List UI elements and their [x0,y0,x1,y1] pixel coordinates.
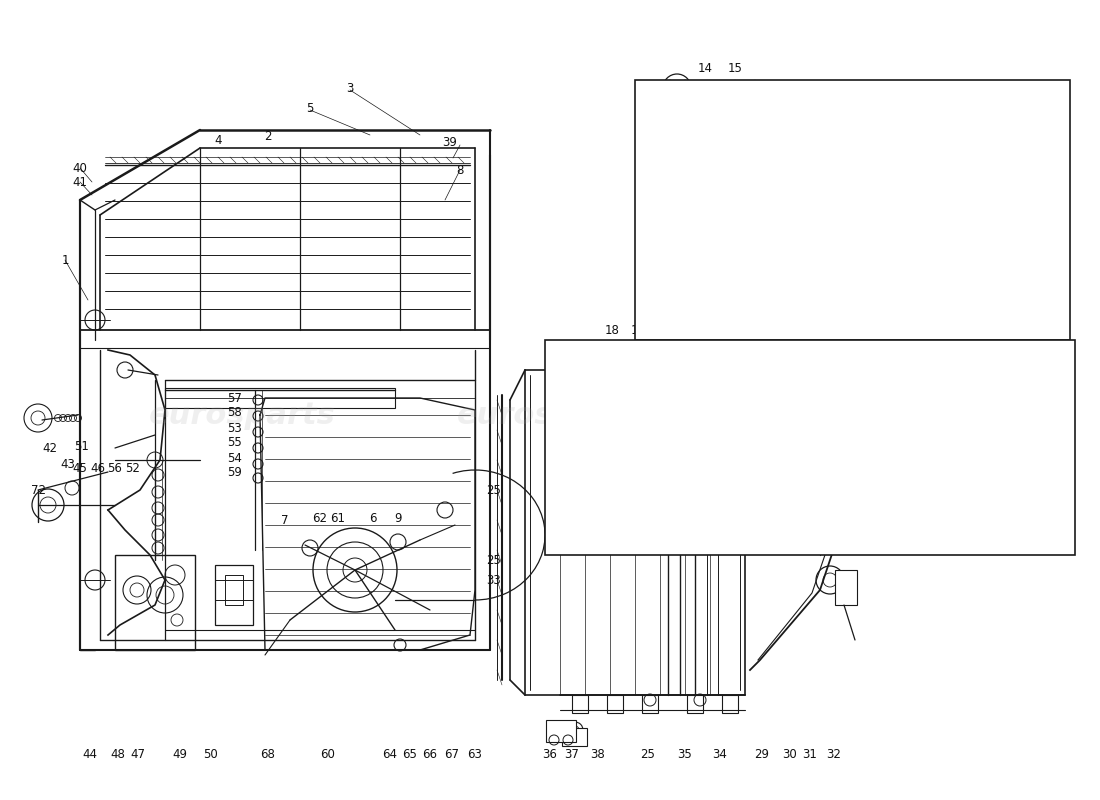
Text: eurosparts: eurosparts [456,402,644,430]
Text: 14: 14 [697,62,713,74]
Text: 56: 56 [108,462,122,474]
Text: 39: 39 [442,135,458,149]
Text: 34: 34 [713,749,727,762]
Text: 64: 64 [383,749,397,762]
Text: 4: 4 [214,134,222,146]
Text: 44: 44 [82,749,98,762]
Text: 49: 49 [173,749,187,762]
Bar [165,388,395,408]
Text: 60: 60 [320,749,336,762]
Text: 18: 18 [605,323,619,337]
Text: 1: 1 [62,254,68,266]
Text: eurosparts: eurosparts [148,402,336,430]
Text: 48: 48 [111,749,125,762]
Text: 12: 12 [947,138,962,151]
Text: 35: 35 [678,749,692,762]
Text: 30: 30 [782,749,797,762]
Text: 68: 68 [261,749,275,762]
Text: 13: 13 [755,314,769,326]
Text: 33: 33 [486,574,502,586]
Text: 25: 25 [486,483,502,497]
Text: 59: 59 [228,466,242,479]
Text: 17: 17 [868,323,882,337]
Text: 9: 9 [394,511,402,525]
Text: 57: 57 [228,391,242,405]
Text: 36: 36 [542,749,558,762]
Text: 61: 61 [330,511,345,525]
Text: 25: 25 [486,554,502,566]
Text: 21: 21 [681,323,695,337]
Text: 66: 66 [422,749,438,762]
Text: 52: 52 [125,462,141,474]
Text: 27: 27 [678,346,693,358]
Bar [635,80,1070,340]
Text: eurosparts: eurosparts [698,346,886,374]
Bar [226,575,243,605]
Text: 10: 10 [711,314,725,326]
Text: 58: 58 [228,406,242,419]
Text: 63: 63 [468,749,483,762]
Text: 11: 11 [947,189,962,202]
Bar [572,695,588,713]
Text: 38: 38 [591,749,605,762]
Text: 55: 55 [228,437,242,450]
Text: 25: 25 [640,749,656,762]
Text: 23: 23 [745,311,759,325]
Text: 5: 5 [306,102,313,114]
Bar [116,555,195,650]
Text: 22: 22 [740,297,756,310]
Text: 20: 20 [656,323,670,337]
Text: 67: 67 [444,749,460,762]
Text: 41: 41 [73,175,88,189]
Text: 54: 54 [228,451,242,465]
Bar [544,340,1075,555]
Bar [607,695,623,713]
Text: 24: 24 [748,326,762,339]
Text: 26: 26 [704,346,719,358]
Text: 15: 15 [727,62,742,74]
Text: 29: 29 [755,749,770,762]
Text: 53: 53 [228,422,242,434]
Text: 62: 62 [312,511,328,525]
Bar [835,570,857,605]
Text: 19: 19 [630,323,646,337]
Text: 42: 42 [43,442,57,454]
Text: 7: 7 [282,514,288,526]
Text: 47: 47 [131,749,145,762]
Text: 37: 37 [564,749,580,762]
Text: 43: 43 [60,458,76,471]
Bar [562,728,587,746]
Text: 65: 65 [403,749,417,762]
Text: 46: 46 [90,462,106,474]
Bar [642,695,658,713]
Text: 31: 31 [803,749,817,762]
Text: 32: 32 [826,749,842,762]
Text: 3: 3 [346,82,354,94]
Bar [214,565,253,625]
Text: 50: 50 [202,749,218,762]
Text: 6: 6 [370,511,376,525]
Text: 28: 28 [745,346,759,358]
Text: 40: 40 [73,162,87,174]
Bar [722,695,738,713]
Text: 51: 51 [75,441,89,454]
Text: 16: 16 [835,323,849,337]
Bar [688,695,703,713]
Bar [546,720,576,742]
Text: 8: 8 [456,163,464,177]
Text: 72: 72 [31,483,45,497]
Text: 2: 2 [264,130,272,143]
Text: 45: 45 [73,462,87,474]
